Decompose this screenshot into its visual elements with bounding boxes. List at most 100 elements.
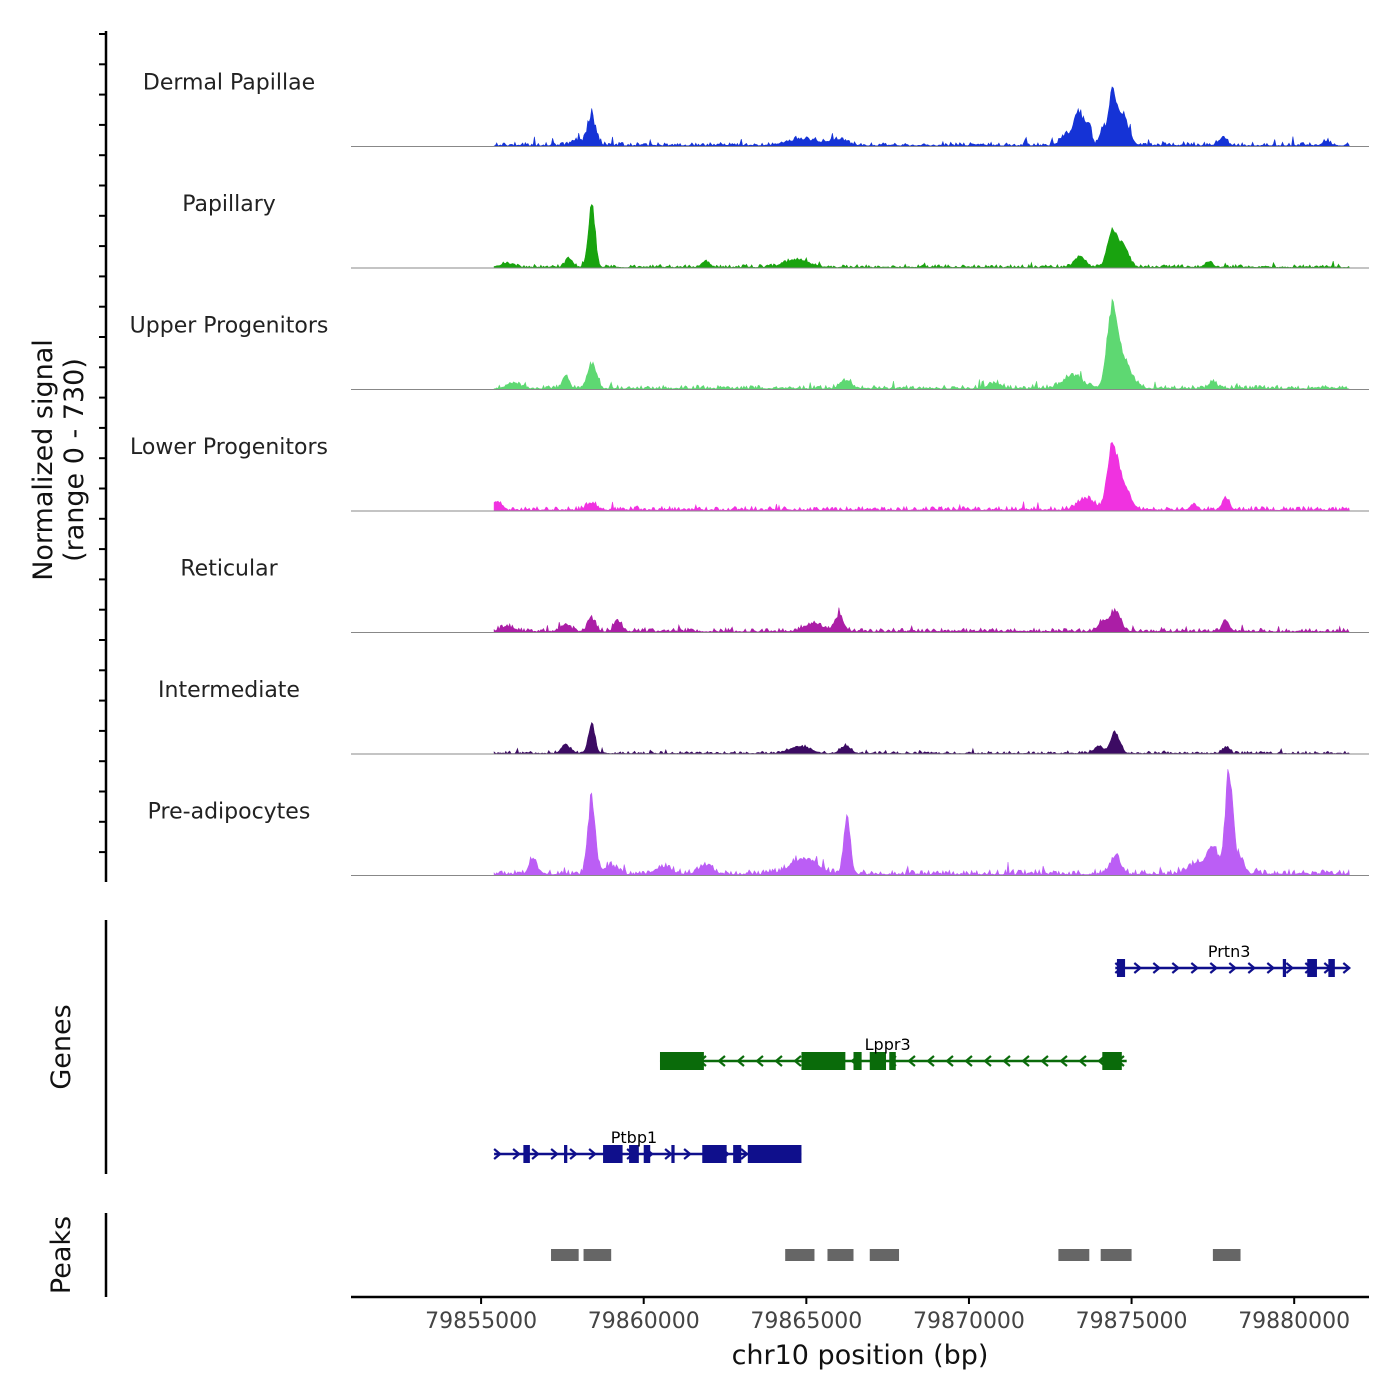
signal-area — [493, 769, 1350, 876]
strand-arrow — [736, 1055, 745, 1067]
exon — [853, 1052, 862, 1070]
x-tick-label: 79855000 — [425, 1309, 537, 1334]
exon — [869, 1052, 887, 1070]
exon — [1102, 1052, 1122, 1070]
strand-arrow — [1190, 962, 1200, 974]
peak-region — [551, 1249, 579, 1261]
strand-arrow — [1021, 1055, 1030, 1067]
strand-arrow — [1266, 962, 1276, 974]
exon — [889, 1052, 896, 1070]
strand-arrow — [964, 1055, 973, 1067]
strand-arrow — [664, 1148, 673, 1160]
strand-arrow — [683, 1148, 692, 1160]
strand-arrow — [550, 1148, 559, 1160]
track-lower-progenitors: Lower Progenitors — [130, 435, 1369, 512]
signal-tracks: Dermal Papillae Papillary Upper Progenitor… — [130, 71, 1369, 876]
gene-label: Prtn3 — [1208, 942, 1251, 961]
strand-arrow — [1078, 1055, 1087, 1067]
track-label: Intermediate — [158, 678, 300, 703]
x-tick-label: 79875000 — [1076, 1309, 1188, 1334]
strand-arrow — [755, 1055, 764, 1067]
strand-arrow — [793, 1055, 802, 1067]
x-axis-label: chr10 position (bp) — [732, 1340, 989, 1371]
strand-arrow — [512, 1148, 521, 1160]
exon — [603, 1145, 623, 1163]
gene-track: Prtn3 Lppr3 Ptbp1 — [493, 942, 1352, 1163]
strand-arrow — [493, 1148, 502, 1160]
peak-region — [827, 1249, 854, 1261]
track-label: Lower Progenitors — [130, 435, 328, 460]
track-intermediate: Intermediate — [158, 678, 1369, 755]
exon — [1116, 959, 1126, 977]
peak-region — [869, 1249, 900, 1261]
strand-arrow — [774, 1055, 783, 1067]
y-axis-label-range: (range 0 - 730) — [59, 358, 90, 562]
x-tick-label: 79880000 — [1238, 1309, 1350, 1334]
strand-arrow — [588, 1148, 597, 1160]
signal-area — [493, 441, 1350, 512]
strand-arrow — [1209, 962, 1219, 974]
exon — [747, 1145, 802, 1163]
strand-arrow — [531, 1148, 540, 1160]
strand-arrow — [1342, 962, 1352, 974]
strand-arrow — [569, 1148, 578, 1160]
peak-region — [1212, 1249, 1241, 1261]
track-dermal-papillae: Dermal Papillae — [143, 71, 1369, 147]
strand-arrow — [1247, 962, 1257, 974]
strand-arrow — [983, 1055, 992, 1067]
signal-area — [493, 86, 1350, 147]
gene-prtn3: Prtn3 — [1114, 942, 1352, 977]
signal-area — [493, 204, 1350, 269]
exon — [1282, 959, 1287, 977]
track-label: Papillary — [182, 192, 276, 217]
signal-area — [493, 607, 1351, 633]
exon — [1328, 959, 1335, 977]
signal-y-axis — [99, 31, 108, 882]
exon — [659, 1052, 704, 1070]
track-label: Dermal Papillae — [143, 71, 315, 96]
peak-region — [785, 1249, 815, 1261]
strand-arrow — [1285, 962, 1295, 974]
strand-arrow — [1002, 1055, 1011, 1067]
x-axis: 79855000 79860000 79865000 79870000 79875000… — [425, 1297, 1350, 1334]
track-papillary: Papillary — [182, 192, 1369, 269]
exon — [671, 1145, 675, 1163]
track-pre-adipocytes: Pre-adipocytes — [148, 769, 1369, 876]
strand-arrow — [907, 1055, 916, 1067]
y-axis-label: Normalized signal — [28, 339, 59, 581]
strand-arrow — [926, 1055, 935, 1067]
peak-region — [1100, 1249, 1132, 1261]
strand-arrow — [1228, 962, 1238, 974]
exon — [702, 1145, 727, 1163]
exon — [643, 1145, 651, 1163]
peaks-track — [551, 1249, 1241, 1261]
signal-area — [493, 298, 1351, 390]
track-label: Reticular — [180, 557, 278, 582]
gene-ptbp1: Ptbp1 — [493, 1128, 802, 1163]
gene-label: Ptbp1 — [611, 1128, 657, 1147]
strand-arrow — [1059, 1055, 1068, 1067]
strand-arrow — [740, 1148, 749, 1160]
peak-region — [1058, 1249, 1090, 1261]
gene-lppr3: Lppr3 — [659, 1035, 1127, 1070]
x-tick-label: 79865000 — [750, 1309, 862, 1334]
genes-track-label: Genes — [46, 1004, 77, 1089]
strand-arrow — [1133, 962, 1143, 974]
x-tick-label: 79870000 — [913, 1309, 1025, 1334]
exon — [801, 1052, 846, 1070]
track-label: Pre-adipocytes — [148, 800, 311, 825]
gene-label: Lppr3 — [865, 1035, 911, 1054]
track-reticular: Reticular — [180, 557, 1369, 633]
peak-region — [583, 1249, 612, 1261]
strand-arrow — [1152, 962, 1162, 974]
x-tick-label: 79860000 — [588, 1309, 700, 1334]
strand-arrow — [1171, 962, 1181, 974]
exon — [523, 1145, 530, 1163]
strand-arrow — [1040, 1055, 1049, 1067]
exon — [629, 1145, 639, 1163]
peaks-track-label: Peaks — [46, 1216, 77, 1294]
signal-area — [493, 721, 1351, 755]
strand-arrow — [717, 1055, 726, 1067]
exon — [733, 1145, 742, 1163]
